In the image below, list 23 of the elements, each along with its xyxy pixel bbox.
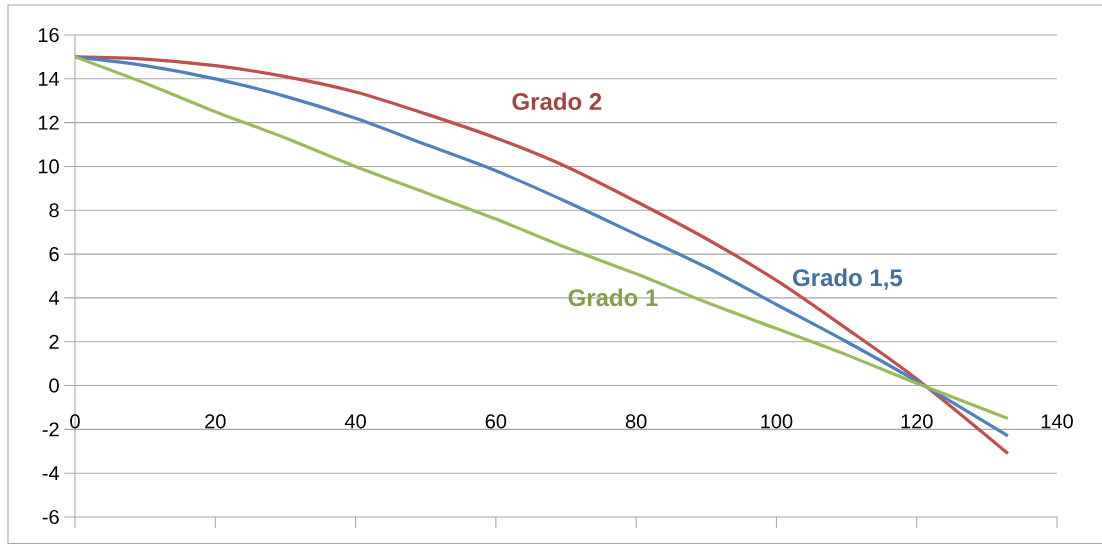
- y-tick-label: -6: [42, 509, 59, 525]
- x-tick-label: 140: [1041, 414, 1073, 429]
- y-tick-label: 12: [38, 115, 59, 130]
- y-tick-label: 8: [49, 203, 59, 218]
- series-label: Grado 1,5: [793, 268, 903, 290]
- y-tick-label: 10: [38, 159, 59, 174]
- x-tick-label: 100: [761, 414, 793, 429]
- series-label: Grado 1: [568, 288, 658, 307]
- y-tick-label: -2: [42, 422, 59, 437]
- y-tick-label: 2: [49, 334, 59, 349]
- x-tick-label: 120: [901, 414, 933, 429]
- y-tick-label: 4: [48, 291, 60, 305]
- x-tick-label: 60: [485, 414, 507, 429]
- y-tick-label: 16: [38, 27, 59, 43]
- x-tick-label: 40: [344, 414, 366, 429]
- x-tick-label: 20: [205, 414, 226, 429]
- y-tick-label: 6: [49, 247, 59, 262]
- y-tick-label: 0: [49, 378, 59, 393]
- y-tick-label: 14: [38, 71, 60, 86]
- x-tick-label: 80: [625, 414, 647, 429]
- y-tick-label: -4: [42, 466, 60, 481]
- series-label: Grado 2: [512, 92, 602, 111]
- x-tick-label: 0: [70, 414, 80, 429]
